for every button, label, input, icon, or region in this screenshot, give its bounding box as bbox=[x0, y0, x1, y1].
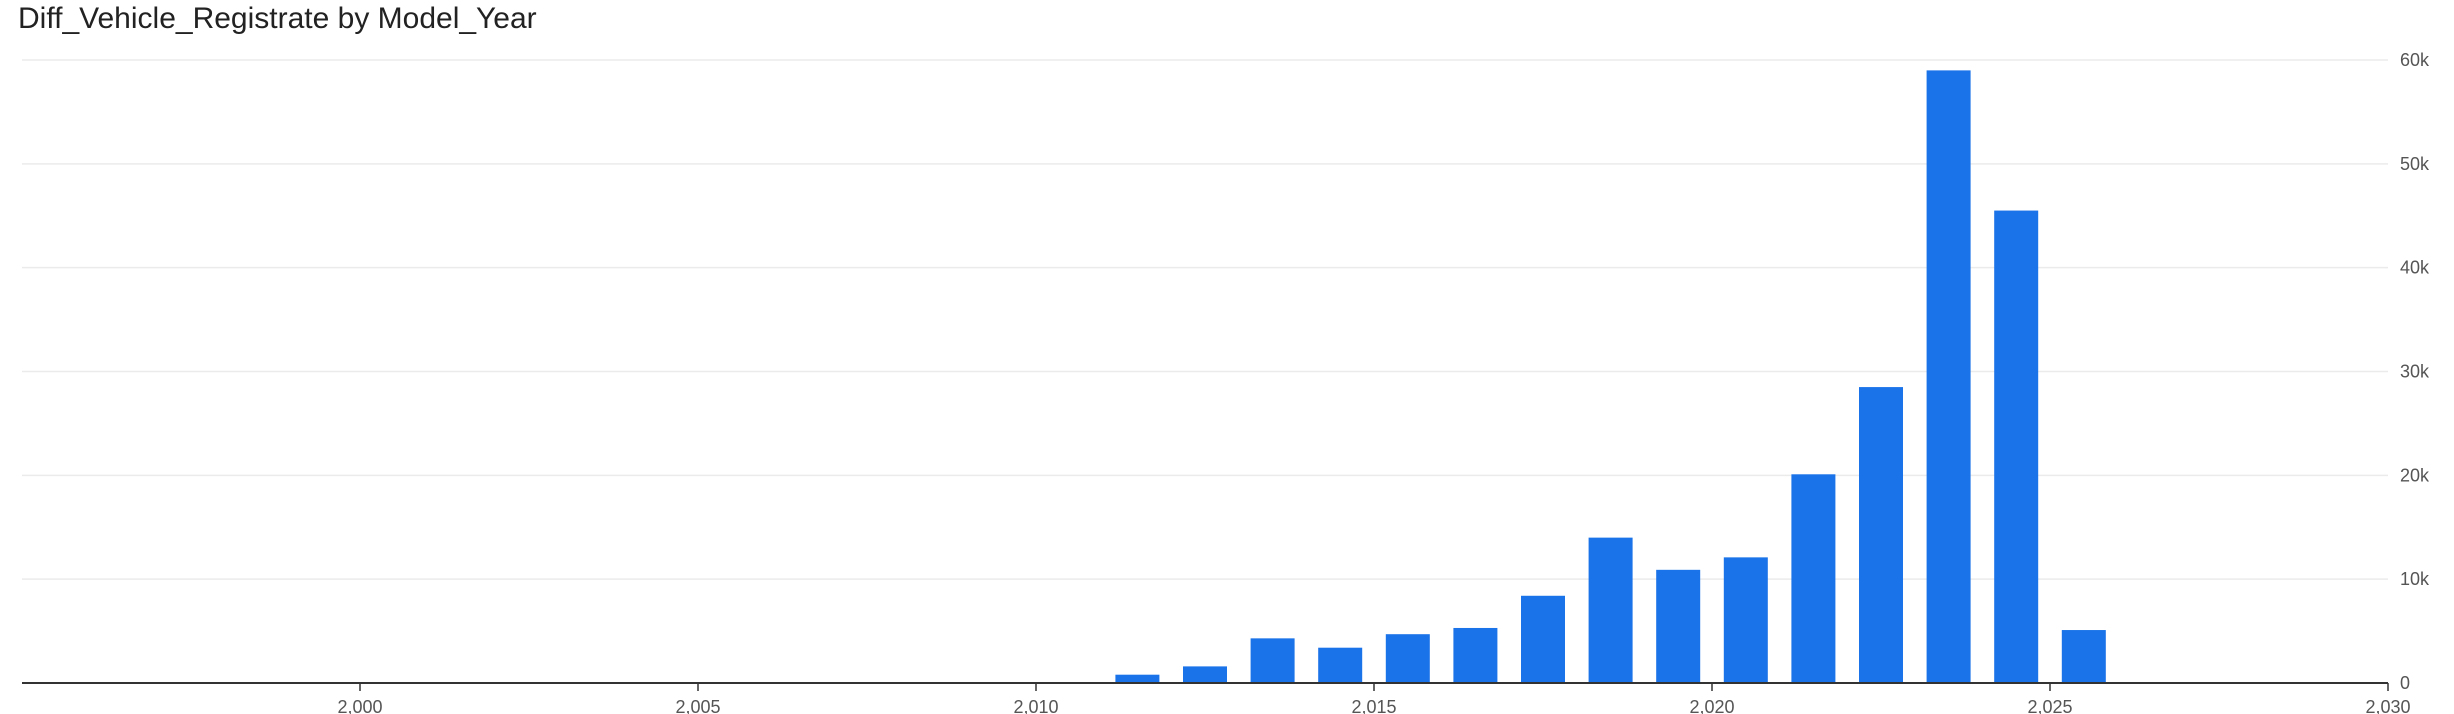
bar-2014 bbox=[1318, 647, 1363, 683]
bar-2013 bbox=[1250, 638, 1295, 683]
x-tick-label: 2,005 bbox=[675, 697, 720, 714]
y-tick-label: 50k bbox=[2400, 154, 2430, 174]
x-tick-label: 2,030 bbox=[2365, 697, 2410, 714]
x-tick-label: 2,000 bbox=[337, 697, 382, 714]
axes bbox=[22, 682, 2389, 691]
y-tick-label: 60k bbox=[2400, 50, 2430, 70]
bar-2021 bbox=[1791, 474, 1836, 683]
x-tick-label: 2,020 bbox=[1689, 697, 1734, 714]
bar-2019 bbox=[1656, 569, 1701, 683]
bar-2018 bbox=[1588, 537, 1633, 683]
bar-2017 bbox=[1521, 595, 1565, 683]
y-tick-label: 30k bbox=[2400, 362, 2430, 382]
y-tick-label: 40k bbox=[2400, 258, 2430, 278]
bar-2020 bbox=[1723, 557, 1768, 683]
x-tick-label: 2,025 bbox=[2027, 697, 2072, 714]
x-tick-label: 2,015 bbox=[1351, 697, 1396, 714]
y-tick-label: 0 bbox=[2400, 673, 2410, 693]
tick-labels: 0 10k 20k 30k 40k 50k 60k 2,000 2,005 2,010 2,015 2… bbox=[337, 50, 2430, 714]
bar-2011 bbox=[1115, 674, 1160, 683]
chart-title: Diff_Vehicle_Registrate by Model_Year bbox=[18, 2, 537, 35]
gridlines bbox=[22, 59, 2388, 580]
y-tick-label: 20k bbox=[2400, 465, 2430, 485]
y-tick-label: 10k bbox=[2400, 569, 2430, 589]
x-tick-label: 2,010 bbox=[1013, 697, 1058, 714]
bar-2023 bbox=[1926, 70, 1971, 684]
bar-2016 bbox=[1453, 627, 1498, 683]
bars bbox=[1115, 70, 2106, 684]
bar-2025 bbox=[2061, 630, 2106, 683]
bar-2022 bbox=[1859, 387, 1903, 683]
bar-2015 bbox=[1385, 634, 1430, 683]
bar-2012 bbox=[1183, 666, 1227, 683]
bar-2024 bbox=[1994, 210, 2039, 683]
